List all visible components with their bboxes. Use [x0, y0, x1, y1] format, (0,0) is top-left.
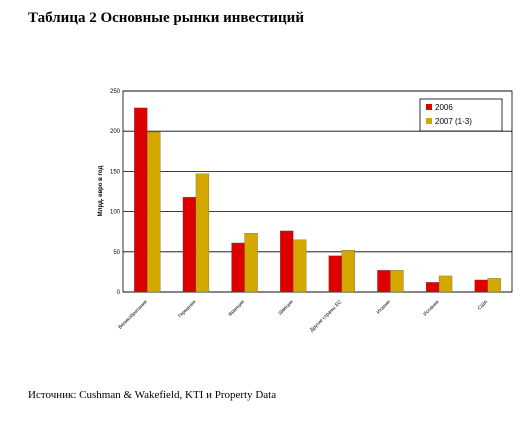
title: Таблица 2 Основные рынки инвестиций	[28, 10, 304, 26]
x-tick-label: Германия	[177, 299, 197, 319]
bar	[425, 282, 440, 293]
source: Источник: Cushman & Wakefield, KTI и Pro…	[28, 389, 276, 401]
bar	[341, 250, 355, 293]
y-tick-label: 0	[117, 290, 121, 296]
y-tick-label: 250	[110, 89, 121, 95]
legend-swatch	[426, 118, 432, 124]
bar	[390, 270, 404, 293]
bar	[377, 270, 391, 293]
y-axis-label: Млрд. евро в год	[98, 165, 104, 216]
x-tick-label: Франция	[227, 299, 246, 318]
bar	[195, 173, 210, 293]
x-tick-label: Другие страны ЕС	[309, 299, 344, 334]
legend-swatch	[426, 104, 432, 110]
legend-label: 2006	[435, 103, 453, 112]
x-tick-label: Швеция	[277, 299, 294, 316]
x-tick-label: США	[477, 299, 490, 312]
bar	[244, 233, 258, 293]
x-tick-label: Италия	[376, 299, 392, 315]
y-tick-label: 200	[110, 129, 121, 135]
legend-label: 2007 (1-3)	[435, 117, 472, 126]
bar	[134, 107, 148, 293]
bar	[182, 196, 197, 293]
bar	[280, 230, 294, 293]
bar	[328, 255, 342, 293]
y-tick-label: 150	[110, 169, 121, 175]
bar	[474, 279, 488, 293]
bar	[293, 239, 307, 293]
legend-box	[419, 98, 503, 132]
bar	[487, 278, 501, 293]
y-tick-label: 50	[113, 250, 120, 256]
x-tick-label: Испания	[422, 299, 440, 317]
bar	[147, 131, 161, 293]
bar	[438, 275, 453, 293]
x-tick-label: Великобритания	[117, 299, 149, 331]
y-tick-label: 100	[110, 210, 121, 216]
bar	[231, 242, 245, 293]
